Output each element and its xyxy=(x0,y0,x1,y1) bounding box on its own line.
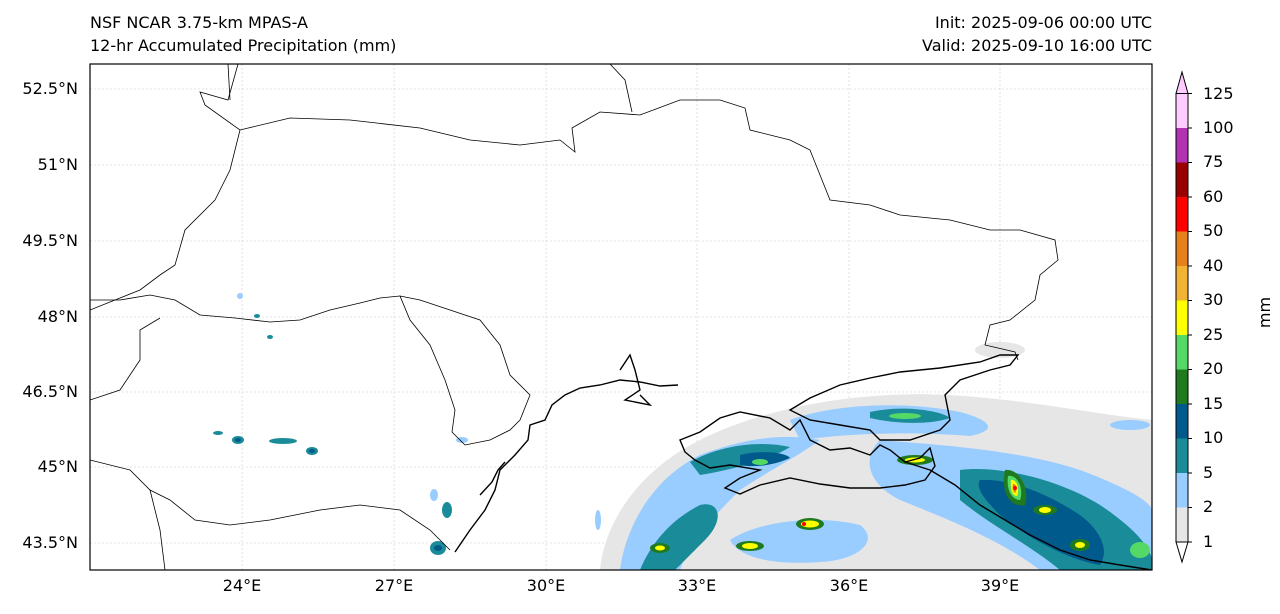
border-romania xyxy=(90,459,451,551)
precip-cell xyxy=(1130,542,1150,558)
colorbar-tick-label: 25 xyxy=(1203,325,1224,344)
lat-label: 52.5°N xyxy=(22,79,78,98)
border-west xyxy=(90,294,401,323)
precip-cell xyxy=(434,545,442,551)
precip-cell xyxy=(430,489,438,501)
colorbar-bin xyxy=(1176,473,1188,508)
colorbar-tick-label: 75 xyxy=(1203,152,1224,171)
precip-cell xyxy=(442,502,452,518)
colorbar-bin xyxy=(1176,369,1188,404)
colorbar-bin xyxy=(1176,438,1188,473)
precip-cell xyxy=(889,413,921,419)
precip-cell xyxy=(1110,420,1150,430)
colorbar-bin xyxy=(1176,162,1188,197)
border-hungary xyxy=(90,317,161,401)
valid-time: Valid: 2025-09-10 16:00 UTC xyxy=(921,36,1152,55)
colorbar-bin xyxy=(1176,300,1188,335)
colorbar-tick-label: 5 xyxy=(1203,463,1214,482)
lat-label: 43.5°N xyxy=(22,533,78,552)
precip-field xyxy=(213,293,1152,570)
precip-cell xyxy=(269,438,297,444)
coast-west-black-sea xyxy=(454,379,679,553)
lon-label: 36°E xyxy=(829,576,869,595)
border-russia-north xyxy=(609,64,633,113)
precip-cell xyxy=(655,545,665,551)
colorbar-bin xyxy=(1176,231,1188,266)
model-title: NSF NCAR 3.75-km MPAS-A xyxy=(90,13,308,32)
colorbar-unit-label: mm xyxy=(1255,296,1275,329)
coast-estuary xyxy=(619,353,653,407)
precip-cell xyxy=(802,522,806,526)
precip-50mm xyxy=(1013,486,1017,490)
precip-cell xyxy=(235,438,241,442)
colorbar-tick-label: 10 xyxy=(1203,428,1224,447)
colorbar-tick-label: 125 xyxy=(1203,84,1234,103)
precip-cell xyxy=(1035,414,1105,426)
precip-cell xyxy=(254,314,260,318)
precip-cell xyxy=(801,520,819,528)
precip-cell xyxy=(975,342,1025,358)
colorbar-extend-low xyxy=(1175,541,1189,564)
border-belarus xyxy=(227,64,231,101)
lon-label: 27°E xyxy=(374,576,414,595)
lat-label: 48°N xyxy=(37,307,78,326)
colorbar-bin xyxy=(1176,197,1188,232)
lon-label: 33°E xyxy=(677,576,717,595)
precip-cell xyxy=(213,431,223,435)
colorbar-bin xyxy=(1176,266,1188,301)
lon-label: 24°E xyxy=(222,576,262,595)
border-serbia xyxy=(149,489,166,570)
colorbar-tick-label: 30 xyxy=(1203,290,1224,309)
init-time: Init: 2025-09-06 00:00 UTC xyxy=(934,13,1152,32)
colorbar-tick-label: 20 xyxy=(1203,359,1224,378)
precip-cell xyxy=(742,543,758,549)
country-borders xyxy=(90,64,1059,570)
colorbar-tick-label: 2 xyxy=(1203,497,1214,516)
precip-cell xyxy=(752,459,768,465)
colorbar-frame xyxy=(1175,93,1189,543)
colorbar-bin xyxy=(1176,335,1188,370)
precip-cell xyxy=(1039,507,1051,513)
colorbar xyxy=(1175,70,1192,564)
coast-danube xyxy=(479,461,506,496)
border-moldova xyxy=(399,295,531,446)
precip-cell xyxy=(309,449,315,453)
colorbar-bin xyxy=(1176,404,1188,439)
border-poland xyxy=(90,129,241,311)
coast-azov xyxy=(788,354,1020,441)
colorbar-bin xyxy=(1176,93,1188,128)
coast-crimea xyxy=(679,411,936,495)
colorbar-tick-label: 50 xyxy=(1203,221,1224,240)
precip-cell xyxy=(595,510,601,530)
colorbar-bin xyxy=(1176,128,1188,163)
border-ukraine-north xyxy=(199,64,1059,361)
colorbar-tick-label: 40 xyxy=(1203,256,1224,275)
lat-label: 49.5°N xyxy=(22,231,78,250)
field-title: 12-hr Accumulated Precipitation (mm) xyxy=(90,36,397,55)
colorbar-tick-label: 1 xyxy=(1203,532,1214,551)
lon-label: 39°E xyxy=(980,576,1020,595)
coastlines xyxy=(454,353,1152,570)
colorbar-bin xyxy=(1176,507,1188,542)
precip-2mm xyxy=(730,520,868,563)
lat-label: 45°N xyxy=(37,457,78,476)
coast-caucasus xyxy=(904,461,1152,570)
colorbar-tick-label: 15 xyxy=(1203,394,1224,413)
precip-cell xyxy=(267,335,273,339)
precip-cell xyxy=(237,293,243,299)
lat-label: 51°N xyxy=(37,155,78,174)
precip-5mm xyxy=(640,504,718,570)
lat-label: 46.5°N xyxy=(22,382,78,401)
colorbar-tick-label: 60 xyxy=(1203,187,1224,206)
lon-label: 30°E xyxy=(526,576,566,595)
precip-cell xyxy=(1075,542,1085,548)
colorbar-tick-label: 100 xyxy=(1203,118,1234,137)
map-frame xyxy=(89,63,1153,571)
colorbar-extend-high xyxy=(1175,70,1189,94)
